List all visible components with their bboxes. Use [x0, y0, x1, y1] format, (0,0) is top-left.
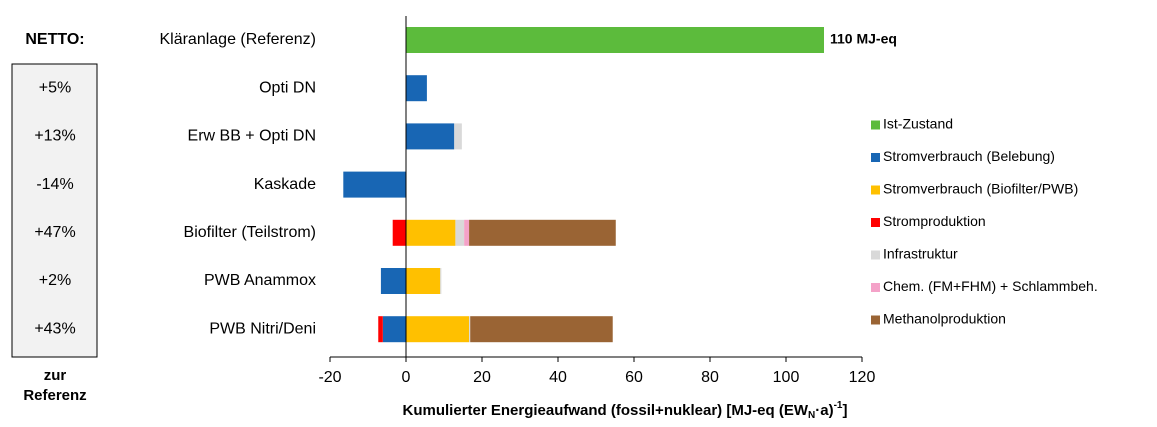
category-label: Erw BB + Opti DN: [188, 128, 316, 145]
netto-label: +2%: [39, 272, 71, 289]
x-label-end: ]: [842, 402, 847, 419]
bar-segment: [406, 219, 456, 246]
legend-label: Ist-Zustand: [883, 116, 953, 132]
bar-segment: [469, 316, 471, 343]
category-label: Opti DN: [259, 79, 316, 96]
netto-label: +47%: [34, 224, 75, 241]
bar-segment: [382, 316, 406, 343]
bar-segment: [455, 219, 465, 246]
bar-segment: [440, 268, 442, 294]
category-label: Biofilter (Teilstrom): [184, 224, 316, 241]
x-axis-label: Kumulierter Energieaufwand (fossil+nukle…: [403, 400, 848, 421]
category-label: PWB Nitri/Deni: [209, 320, 316, 337]
bar-segment: [392, 219, 406, 246]
netto-box: [11, 63, 98, 358]
legend-swatch: [871, 218, 880, 227]
legend-swatch: [871, 283, 880, 292]
category-label: Kläranlage (Referenz): [159, 31, 316, 48]
x-tick-label: 0: [402, 369, 411, 386]
bar-segment: [470, 316, 613, 343]
x-label-sub: N: [808, 410, 815, 421]
netto-title: NETTO:: [25, 31, 84, 48]
x-tick-label: 120: [849, 369, 876, 386]
x-tick-label: 40: [549, 369, 567, 386]
bar-segment: [378, 316, 383, 343]
legend-label: Methanolproduktion: [883, 311, 1006, 327]
netto-label: +5%: [39, 79, 71, 96]
bar-segment: [406, 123, 455, 150]
netto-label: -14%: [36, 176, 73, 193]
legend-swatch: [871, 153, 880, 162]
category-label: PWB Anammox: [204, 272, 316, 289]
legend-swatch: [871, 185, 880, 195]
x-label-sup: -1: [834, 400, 843, 411]
bar-segment: [380, 268, 406, 294]
bar-segment: [464, 219, 470, 246]
x-tick-label: 60: [625, 369, 643, 386]
value-label: 110 MJ-eq: [830, 31, 897, 47]
x-tick-label: 80: [701, 369, 719, 386]
x-label-mid: ·a): [815, 402, 833, 419]
bar-segment: [454, 123, 462, 150]
x-tick-label: -20: [318, 369, 341, 386]
x-tick-label: 20: [473, 369, 491, 386]
bar-segment: [469, 219, 616, 246]
legend-swatch: [871, 250, 880, 260]
bar-segment: [343, 171, 406, 198]
bar-segment: [406, 27, 824, 53]
netto-label: +43%: [34, 320, 75, 337]
legend-swatch: [871, 315, 880, 325]
legend-label: Chem. (FM+FHM) + Schlammbeh.: [883, 278, 1098, 294]
x-label-text: Kumulierter Energieaufwand (fossil+nukle…: [403, 402, 809, 419]
legend-label: Stromproduktion: [883, 213, 986, 229]
netto-footer: zur Referenz: [23, 367, 87, 404]
x-tick-label: 100: [773, 369, 800, 386]
legend-label: Stromverbrauch (Biofilter/PWB): [883, 181, 1078, 197]
legend-label: Stromverbrauch (Belebung): [883, 148, 1055, 164]
netto-label: +13%: [34, 128, 75, 145]
category-label: Kaskade: [254, 176, 316, 193]
bar-segment: [406, 268, 441, 294]
bar-segment: [406, 316, 470, 343]
legend-label: Infrastruktur: [883, 246, 958, 262]
bar-segment: [406, 75, 427, 102]
legend-swatch: [871, 120, 880, 130]
